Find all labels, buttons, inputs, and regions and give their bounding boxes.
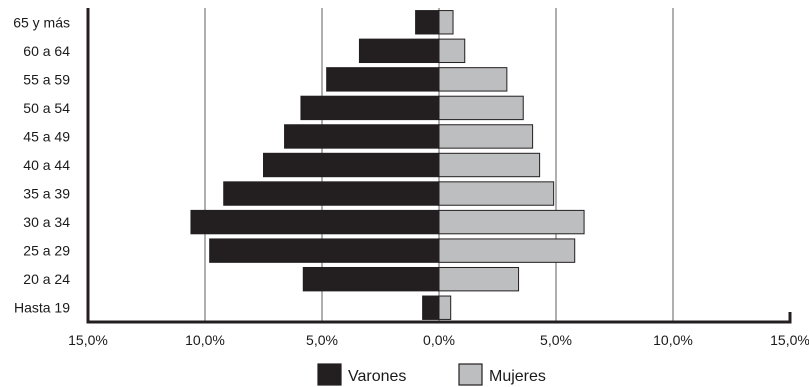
bar-varones-6 xyxy=(284,124,440,149)
category-label: 40 a 44 xyxy=(23,157,70,173)
bar-varones-9 xyxy=(358,38,440,64)
category-label: 30 a 34 xyxy=(23,214,70,230)
bar-varones-5 xyxy=(263,152,440,178)
category-label: 65 y más xyxy=(13,14,70,30)
bar-varones-1 xyxy=(302,266,440,292)
category-label: 25 a 29 xyxy=(23,243,70,259)
category-label: 50 a 54 xyxy=(23,100,70,116)
legend-swatch-varones xyxy=(317,363,342,386)
bar-varones-2 xyxy=(209,238,440,263)
bar-mujeres-5 xyxy=(438,152,541,178)
bar-varones-3 xyxy=(190,209,440,235)
x-tick-label: 10,0% xyxy=(653,332,693,348)
bar-varones-4 xyxy=(223,181,440,206)
bar-mujeres-6 xyxy=(438,124,534,149)
bar-mujeres-8 xyxy=(438,67,508,92)
category-label: 55 a 59 xyxy=(23,71,70,87)
bar-mujeres-10 xyxy=(438,10,454,35)
bars xyxy=(190,10,585,320)
legend-label-mujeres: Mujeres xyxy=(489,368,546,385)
category-label: 35 a 39 xyxy=(23,186,70,202)
bar-mujeres-2 xyxy=(438,238,576,263)
bar-mujeres-4 xyxy=(438,181,555,206)
bar-varones-7 xyxy=(300,95,440,121)
x-tick-label: 0,0% xyxy=(423,332,455,348)
legend-label-varones: Varones xyxy=(348,368,406,385)
category-label: 45 a 49 xyxy=(23,128,70,144)
x-tick-label: 5,0% xyxy=(540,332,572,348)
bar-mujeres-3 xyxy=(438,209,585,235)
bar-varones-10 xyxy=(415,10,440,35)
x-tick-label: 10,0% xyxy=(185,332,225,348)
bar-varones-8 xyxy=(326,67,440,92)
legend: Varones Mujeres xyxy=(317,363,546,386)
category-labels: Hasta 19 20 a 24 25 a 29 30 a 34 35 a 39 40 a… xyxy=(13,14,70,315)
x-tick-label: 15,0% xyxy=(770,332,809,348)
x-tick-labels: 15,0% 10,0% 5,0% 0,0% 5,0% 10,0% 15,0% xyxy=(68,332,809,348)
category-label: 20 a 24 xyxy=(23,271,70,287)
x-tick-label: 15,0% xyxy=(68,332,108,348)
legend-swatch-mujeres xyxy=(458,363,483,386)
bar-varones-0 xyxy=(422,295,440,320)
bar-mujeres-0 xyxy=(438,295,452,320)
bar-mujeres-7 xyxy=(438,95,524,121)
category-label: Hasta 19 xyxy=(14,300,70,316)
bar-mujeres-9 xyxy=(438,38,466,64)
bar-mujeres-1 xyxy=(438,266,520,292)
category-label: 60 a 64 xyxy=(23,43,70,59)
x-tick-label: 5,0% xyxy=(306,332,338,348)
axes xyxy=(86,8,792,324)
